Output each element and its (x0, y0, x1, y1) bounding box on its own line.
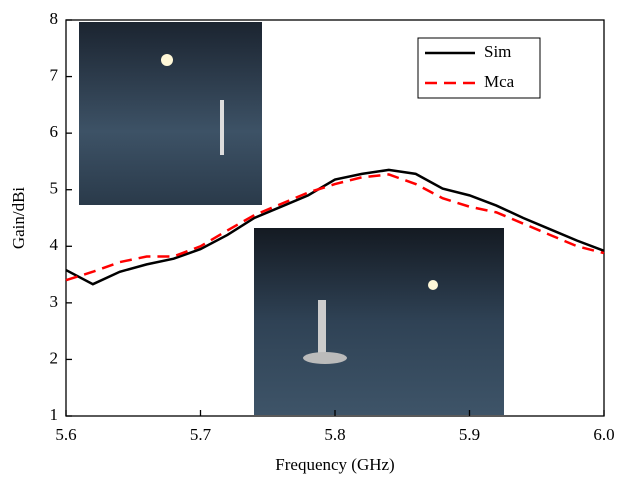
x-tick-label: 5.6 (55, 425, 76, 444)
series-line (65, 168, 605, 286)
inset-photo (79, 22, 262, 205)
y-tick-label: 2 (50, 348, 59, 367)
x-tick-label: 5.9 (459, 425, 480, 444)
y-tick-label: 7 (50, 65, 59, 84)
y-tick-label: 5 (50, 179, 59, 198)
x-tick-label: 5.8 (324, 425, 345, 444)
legend: Sim Mca (417, 37, 541, 99)
y-tick-label: 4 (50, 235, 59, 254)
legend-label: Sim (484, 42, 511, 61)
y-tick-label: 6 (50, 122, 59, 141)
inset-photo (254, 228, 504, 415)
series-line (65, 173, 605, 282)
x-tick-label: 6.0 (593, 425, 614, 444)
x-axis-label: Frequency (GHz) (275, 455, 394, 474)
y-tick-label: 3 (50, 292, 59, 311)
y-tick-label: 1 (50, 405, 59, 424)
y-tick-label: 8 (50, 9, 59, 28)
x-tick-label: 5.7 (190, 425, 212, 444)
y-axis-label: Gain/dBi (9, 187, 28, 250)
legend-label: Mca (484, 72, 515, 91)
